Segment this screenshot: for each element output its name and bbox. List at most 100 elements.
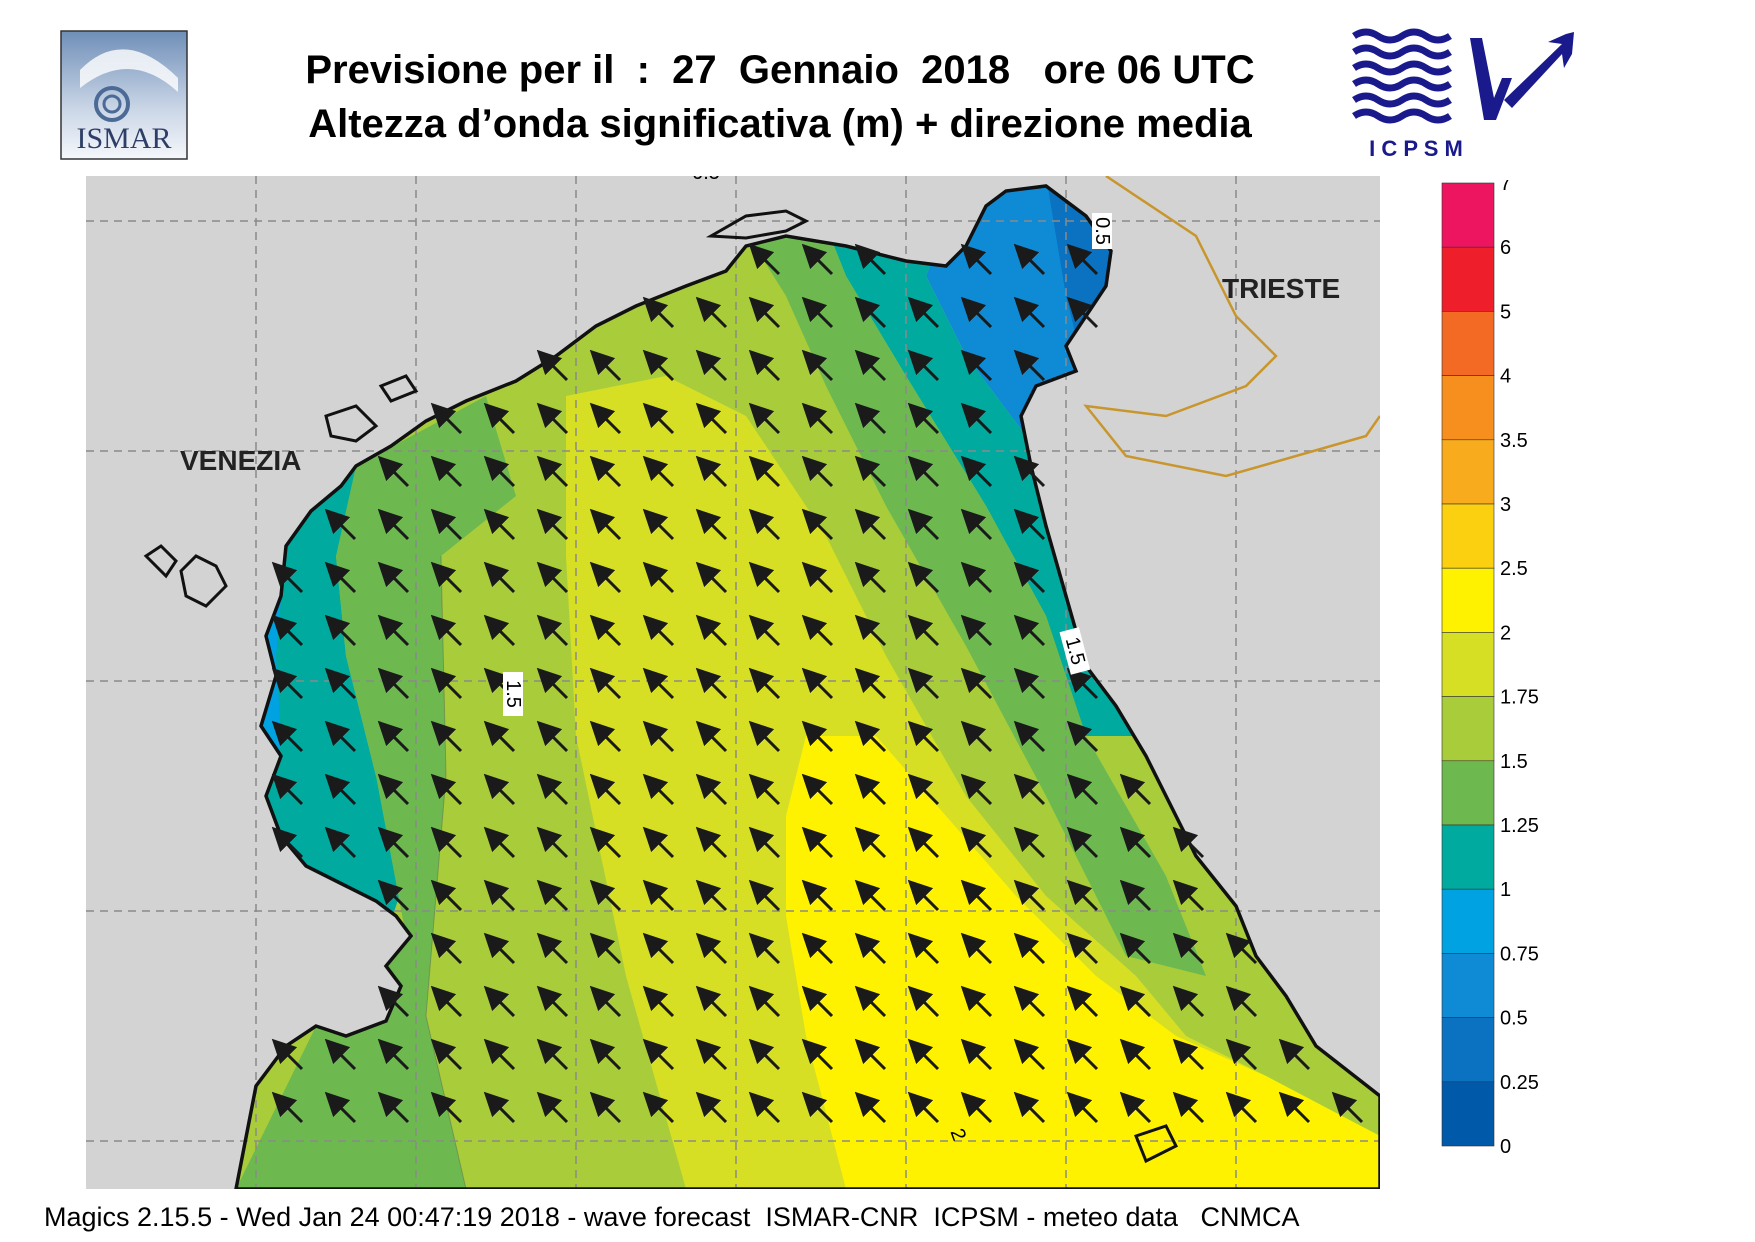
direction-arrow xyxy=(642,349,675,382)
direction-arrow xyxy=(536,932,569,965)
direction-arrow xyxy=(854,455,887,488)
legend-swatch-8 xyxy=(1441,696,1495,762)
direction-arrow xyxy=(1013,455,1046,488)
direction-arrow xyxy=(1066,243,1099,276)
direction-arrow xyxy=(801,667,834,700)
direction-arrow xyxy=(483,614,516,647)
direction-arrow xyxy=(695,561,728,594)
direction-arrow xyxy=(483,773,516,806)
direction-arrow xyxy=(536,349,569,382)
direction-arrow xyxy=(748,296,781,329)
ismar-logo-text: ISMAR xyxy=(76,122,171,155)
direction-arrow xyxy=(324,561,357,594)
direction-arrow xyxy=(695,455,728,488)
direction-arrow xyxy=(483,879,516,912)
direction-arrow xyxy=(907,932,940,965)
direction-arrow xyxy=(854,667,887,700)
direction-arrow xyxy=(483,932,516,965)
contour-label-1: 0.5 xyxy=(1091,217,1113,245)
direction-arrow xyxy=(589,879,622,912)
direction-arrow xyxy=(960,455,993,488)
direction-arrow xyxy=(483,561,516,594)
direction-arrow xyxy=(1013,667,1046,700)
direction-arrow xyxy=(483,826,516,859)
direction-arrow xyxy=(536,879,569,912)
direction-arrow xyxy=(748,561,781,594)
direction-arrow xyxy=(748,773,781,806)
legend-swatch-3 xyxy=(1441,375,1495,441)
direction-arrow xyxy=(430,720,463,753)
direction-arrow xyxy=(854,879,887,912)
direction-arrow xyxy=(907,455,940,488)
direction-arrow xyxy=(483,1038,516,1071)
direction-arrow xyxy=(695,879,728,912)
direction-arrow xyxy=(1225,932,1258,965)
direction-arrow xyxy=(960,614,993,647)
direction-arrow xyxy=(695,402,728,435)
direction-arrow xyxy=(377,1038,410,1071)
legend-swatch-7 xyxy=(1441,632,1495,697)
direction-arrow xyxy=(748,932,781,965)
direction-arrow xyxy=(1172,932,1205,965)
direction-arrow xyxy=(1172,826,1205,859)
direction-arrow xyxy=(854,508,887,541)
ismar-logo: ISMAR xyxy=(60,30,188,160)
direction-arrow xyxy=(1119,773,1152,806)
direction-arrow xyxy=(1066,1091,1099,1124)
direction-arrow xyxy=(324,773,357,806)
direction-arrow xyxy=(1278,1038,1311,1071)
direction-arrow xyxy=(430,561,463,594)
direction-arrow xyxy=(1225,1091,1258,1124)
legend-swatch-5 xyxy=(1441,503,1495,569)
direction-arrow xyxy=(377,773,410,806)
direction-arrow xyxy=(960,826,993,859)
direction-arrow xyxy=(1119,826,1152,859)
direction-arrow xyxy=(907,985,940,1018)
direction-arrow xyxy=(907,1038,940,1071)
direction-arrow xyxy=(748,985,781,1018)
direction-arrow xyxy=(801,879,834,912)
direction-arrow xyxy=(430,932,463,965)
direction-arrow xyxy=(907,879,940,912)
direction-arrow xyxy=(960,773,993,806)
direction-arrow xyxy=(907,508,940,541)
direction-arrow xyxy=(1225,985,1258,1018)
direction-arrow xyxy=(589,614,622,647)
direction-arrow xyxy=(907,826,940,859)
direction-arrow xyxy=(536,985,569,1018)
direction-arrow xyxy=(324,826,357,859)
legend-tick-6: 2.5 xyxy=(1500,558,1528,580)
wave-direction-arrows xyxy=(271,243,1364,1124)
direction-arrow xyxy=(960,879,993,912)
direction-arrow xyxy=(748,455,781,488)
direction-arrow xyxy=(430,667,463,700)
legend-swatch-0 xyxy=(1441,182,1495,248)
direction-arrow xyxy=(854,773,887,806)
legend-tick-12: 0.75 xyxy=(1500,943,1539,965)
direction-arrow xyxy=(1331,1091,1364,1124)
direction-arrow xyxy=(1066,1038,1099,1071)
direction-arrow xyxy=(271,826,304,859)
direction-arrow xyxy=(642,455,675,488)
legend-tick-9: 1.5 xyxy=(1500,751,1528,773)
city-label-trieste: TRIESTE xyxy=(1222,273,1340,304)
legend-swatch-12 xyxy=(1441,953,1495,1018)
legend-swatch-9 xyxy=(1441,760,1495,826)
national-border xyxy=(1083,176,1380,478)
direction-arrow xyxy=(801,720,834,753)
direction-arrow xyxy=(801,614,834,647)
direction-arrow xyxy=(907,667,940,700)
direction-arrow xyxy=(854,349,887,382)
contour-label-2: 1.5 xyxy=(502,680,524,708)
direction-arrow xyxy=(1119,1038,1152,1071)
direction-arrow xyxy=(695,773,728,806)
direction-arrow xyxy=(430,1038,463,1071)
direction-arrow xyxy=(589,773,622,806)
direction-arrow xyxy=(483,455,516,488)
direction-arrow xyxy=(907,1091,940,1124)
direction-arrow xyxy=(642,508,675,541)
direction-arrow xyxy=(589,1038,622,1071)
direction-arrow xyxy=(748,1091,781,1124)
direction-arrow xyxy=(854,1038,887,1071)
direction-arrow xyxy=(1119,1091,1152,1124)
